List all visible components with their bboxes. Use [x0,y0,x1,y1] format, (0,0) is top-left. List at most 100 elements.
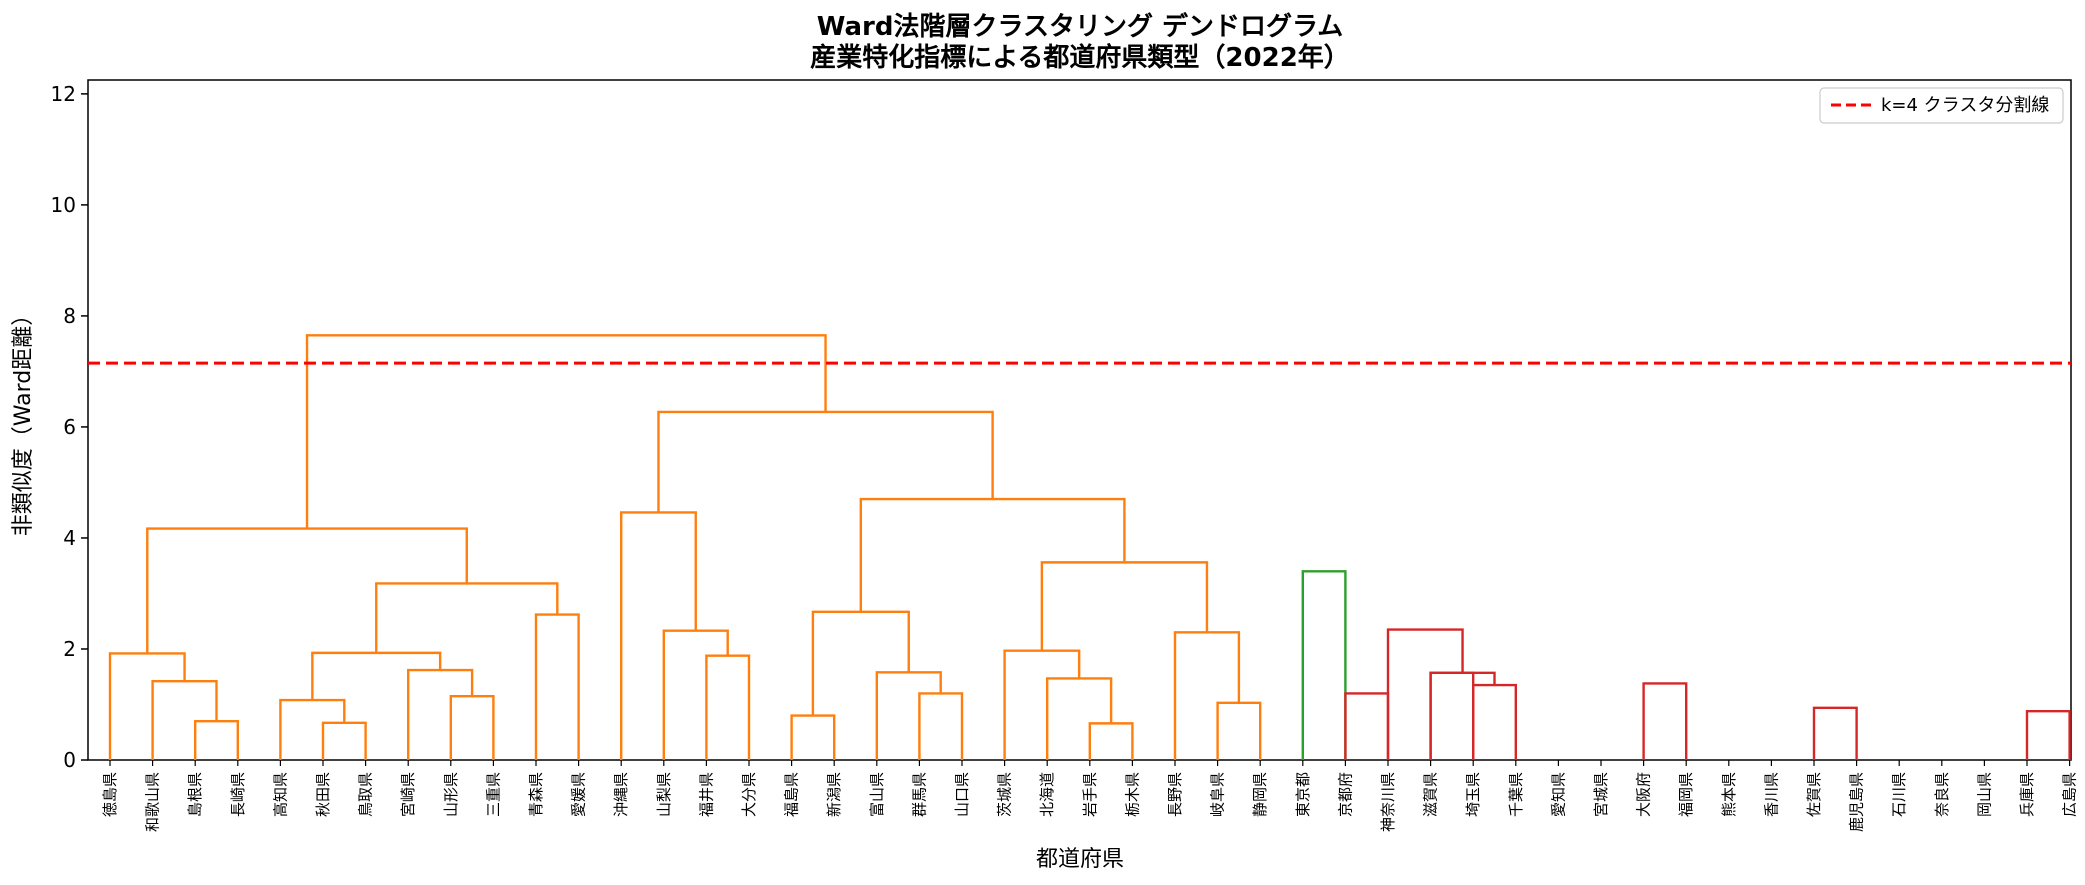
dendrogram-link [657,410,994,513]
dendrogram-link [1301,570,1347,760]
leaf-label: 滋賀県 [1422,772,1440,817]
dendrogram-link [146,527,468,654]
leaf-label: 高知県 [271,772,289,817]
dendrogram-link [449,694,495,760]
y-tick-label: 8 [63,304,76,328]
leaf-label: 茨城県 [996,772,1014,817]
leaf-label: 和歌山県 [144,772,162,832]
y-tick-label: 0 [63,748,76,772]
y-tick-label: 10 [51,193,76,217]
chart-title-line1: Ward法階層クラスタリング デンドログラム [817,11,1343,42]
legend: k=4 クラスタ分割線 [1819,87,2064,124]
leaf-label: 京都府 [1336,772,1354,817]
dendrogram-link [407,668,474,760]
dendrogram-link [918,692,964,760]
dendrogram-link [321,721,367,760]
leaf-label: 北海道 [1038,772,1056,817]
leaf-label: 奈良県 [1933,772,1951,817]
dendrogram-links [108,334,2071,760]
dendrogram-link [1429,671,1475,760]
dendrogram-link [1812,706,1858,760]
leaf-label: 島根県 [186,772,204,817]
leaf-label: 広島県 [2061,772,2079,817]
chart-title-line2: 産業特化指標による都道府県類型（2022年） [810,42,1350,73]
dendrogram-link [790,714,836,760]
leaf-label: 埼玉県 [1464,772,1482,817]
dendrogram-link [1046,677,1113,760]
dendrogram-link [1088,722,1134,760]
leaf-label: 山形県 [442,772,460,817]
dendrogram-link [1003,649,1081,760]
leaf-label: 宮崎県 [399,772,417,817]
dendrogram-link [151,679,218,760]
leaf-label: 兵庫県 [2018,772,2036,817]
dendrogram-link [1173,631,1241,760]
leaf-label: 長野県 [1166,772,1184,817]
leaf-label: 三重県 [484,772,502,817]
dendrogram-link [1040,561,1209,651]
dendrogram-link [194,719,239,760]
leaf-label: 鳥取県 [357,772,375,817]
legend-box [1819,87,2064,124]
leaf-label: 富山県 [868,772,886,817]
leaf-label: 大分県 [740,772,758,817]
legend-label: k=4 クラスタ分割線 [1881,95,2049,116]
leaf-label: 鹿児島県 [1848,772,1866,832]
leaf-label: 岐阜県 [1209,772,1227,817]
leaf-label: 福島県 [783,772,801,817]
leaf-label: 福岡県 [1677,772,1695,817]
leaf-label: 沖縄県 [612,772,630,817]
y-tick-label: 2 [63,637,76,661]
dendrogram-link [620,511,697,760]
dendrogram-link [859,497,1126,612]
leaf-label: 長崎県 [229,772,247,817]
dendrogram-link [1344,692,1390,760]
leaf-label: 東京都 [1294,772,1312,817]
dendrogram-link [1472,683,1517,760]
x-axis-label: 都道府県 [1036,847,1124,872]
leaf-labels: 徳島県 和歌山県 島根県 長崎県 高知県 秋田県 鳥取県 宮崎県 山形県 三重県 青森県 愛媛県 沖縄県… [101,760,2079,832]
dendrogram-link [108,652,186,760]
leaf-label: 千葉県 [1507,772,1525,817]
plot-area [87,79,2072,761]
dendrogram-link [375,582,559,653]
y-axis-label: 非類似度（Ward距離） [11,304,36,536]
leaf-label: 群馬県 [910,772,928,817]
leaf-label: 神奈川県 [1379,772,1397,832]
leaf-label: 栃木県 [1123,772,1141,817]
dendrogram-link [662,629,729,760]
leaf-label: 山口県 [953,772,971,817]
y-tick-label: 4 [63,526,76,550]
leaf-label: 秋田県 [314,772,332,817]
dendrogram-link [311,651,442,701]
dendrogram-link [305,334,827,529]
dendrogram-link [1216,701,1262,760]
leaf-label: 福井県 [697,772,715,817]
leaf-label: 熊本県 [1720,772,1738,817]
dendrogram-link [1642,682,1688,760]
dendrogram-link [2025,709,2071,760]
dendrogram-link [534,613,580,760]
leaf-label: 愛媛県 [570,772,588,817]
leaf-label: 新潟県 [825,772,843,817]
leaf-label: 岡山県 [1975,772,1993,817]
y-axis: 0 2 4 6 8 10 12 [51,82,88,772]
leaf-label: 佐賀県 [1805,772,1823,817]
leaf-label: 大阪府 [1635,772,1653,817]
dendrogram-link [811,610,910,716]
dendrogram-link [279,698,346,760]
y-tick-label: 6 [63,415,76,439]
dendrogram-link [1386,628,1464,760]
leaf-label: 香川県 [1762,772,1780,817]
leaf-label: 岩手県 [1081,772,1099,817]
dendrogram-link [875,671,942,760]
leaf-label: 山梨県 [655,772,673,817]
leaf-label: 愛知県 [1549,772,1567,817]
y-tick-label: 12 [51,82,76,106]
dendrogram-link [705,654,751,760]
leaf-label: 静岡県 [1251,772,1269,817]
leaf-label: 石川県 [1890,772,1908,817]
leaf-label: 徳島県 [101,772,119,817]
leaf-label: 宮城県 [1592,772,1610,817]
